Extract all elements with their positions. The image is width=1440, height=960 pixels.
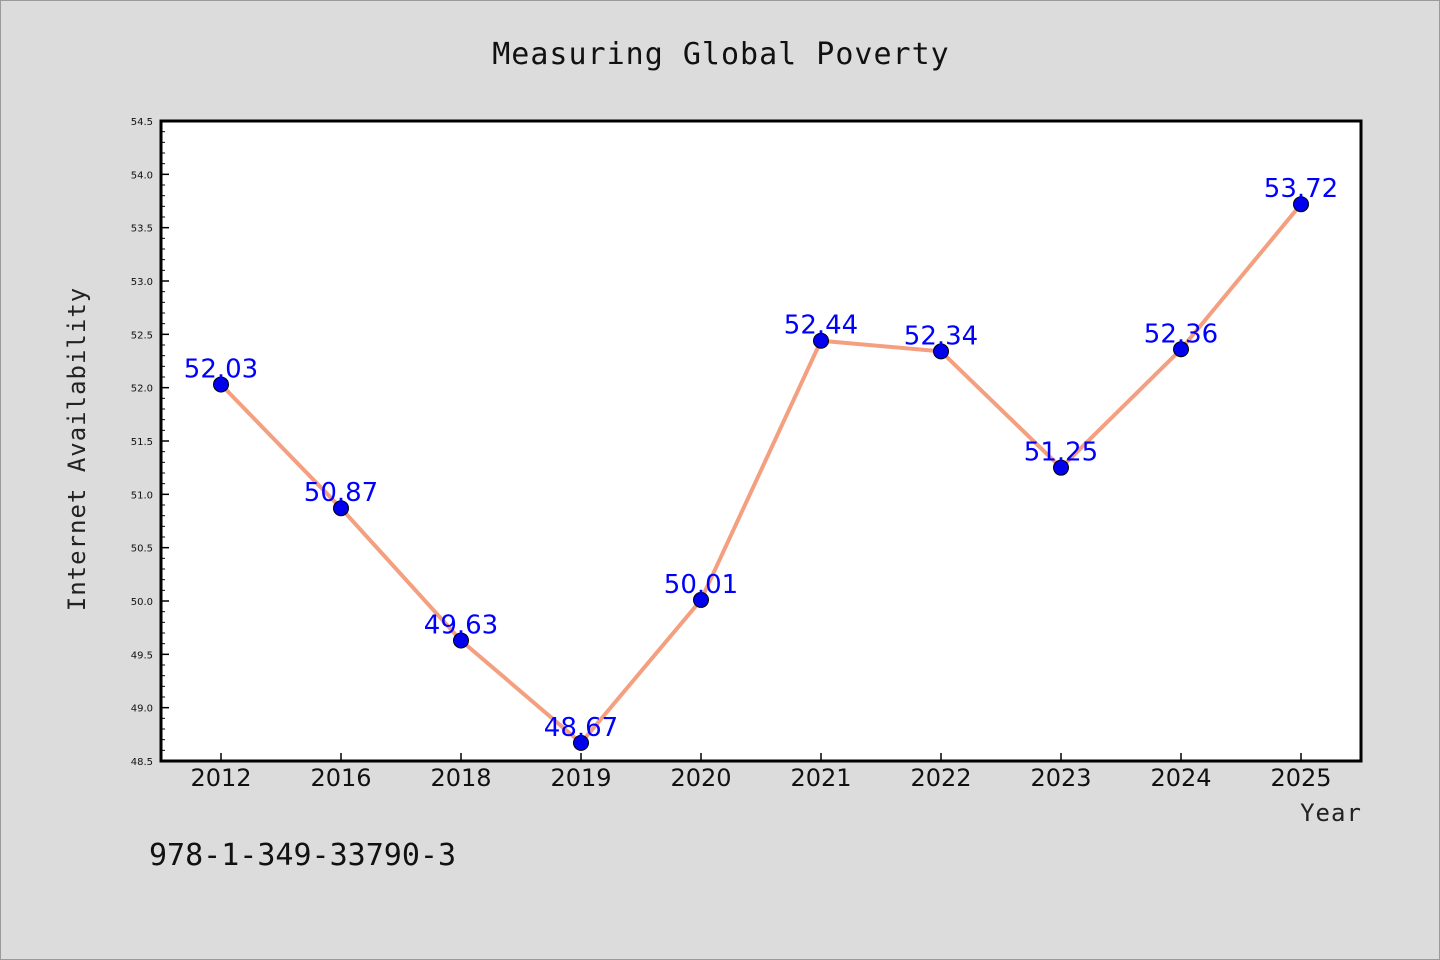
footer-isbn: 978-1-349-33790-3 <box>149 838 456 873</box>
x-tick-label: 2019 <box>550 764 611 792</box>
data-point <box>333 500 349 517</box>
plot-frame <box>159 119 1363 763</box>
data-label: 48.67 <box>544 713 618 743</box>
y-tick-label: 50.0 <box>131 597 153 608</box>
data-label: 52.44 <box>784 311 858 341</box>
chart-title: Measuring Global Poverty <box>492 37 949 72</box>
data-label: 51.25 <box>1024 438 1098 468</box>
data-point <box>1053 459 1069 476</box>
data-label: 52.34 <box>904 321 978 351</box>
y-tick-label: 53.0 <box>131 277 153 288</box>
x-tick-label: 2018 <box>430 764 491 792</box>
data-point <box>693 591 709 608</box>
series-line <box>219 202 1303 745</box>
data-point <box>1293 196 1309 213</box>
y-tick-label: 49.5 <box>131 650 153 661</box>
y-tick-label: 50.5 <box>131 544 153 555</box>
y-tick-label: 52.5 <box>131 330 153 341</box>
data-label: 50.87 <box>304 478 378 508</box>
data-point <box>453 632 469 649</box>
x-tick-label: 2016 <box>310 764 371 792</box>
x-tick-label: 2012 <box>190 764 251 792</box>
data-label: 52.03 <box>184 354 258 384</box>
y-tick-label: 52.0 <box>131 384 153 395</box>
data-label: 53.72 <box>1264 174 1338 204</box>
x-tick-label: 2024 <box>1150 764 1211 792</box>
data-point <box>1173 341 1189 358</box>
y-tick-label: 51.0 <box>131 490 153 501</box>
plot-area <box>161 121 1361 761</box>
x-tick-label: 2020 <box>670 764 731 792</box>
x-axis-label: Year <box>1300 799 1362 827</box>
data-point <box>813 332 829 349</box>
data-label: 50.01 <box>664 570 738 600</box>
y-tick-label: 54.5 <box>131 117 153 128</box>
x-tick-label: 2023 <box>1030 764 1091 792</box>
data-labels: 52.03 50.87 49.63 48.67 50.01 52.44 52.34 51.25… <box>184 174 1338 743</box>
x-tick-label: 2025 <box>1270 764 1331 792</box>
data-point <box>213 376 229 393</box>
y-tick-label: 51.5 <box>131 437 153 448</box>
data-point <box>933 343 949 360</box>
x-tick-label: 2021 <box>790 764 851 792</box>
data-point <box>573 734 589 751</box>
series-layer <box>213 196 1309 751</box>
y-tick-label: 49.0 <box>131 704 153 715</box>
x-tick-label: 2022 <box>910 764 971 792</box>
x-axis-ticks: 2012 2016 2018 2019 2020 2021 2022 2023 2024 2025 <box>190 753 1332 792</box>
y-tick-label: 54.0 <box>131 170 153 181</box>
data-label: 52.36 <box>1144 319 1218 349</box>
y-tick-label: 48.5 <box>131 757 153 768</box>
data-label: 49.63 <box>424 610 498 640</box>
y-tick-label: 53.5 <box>131 224 153 235</box>
y-axis-label: Internet Availability <box>63 287 91 611</box>
